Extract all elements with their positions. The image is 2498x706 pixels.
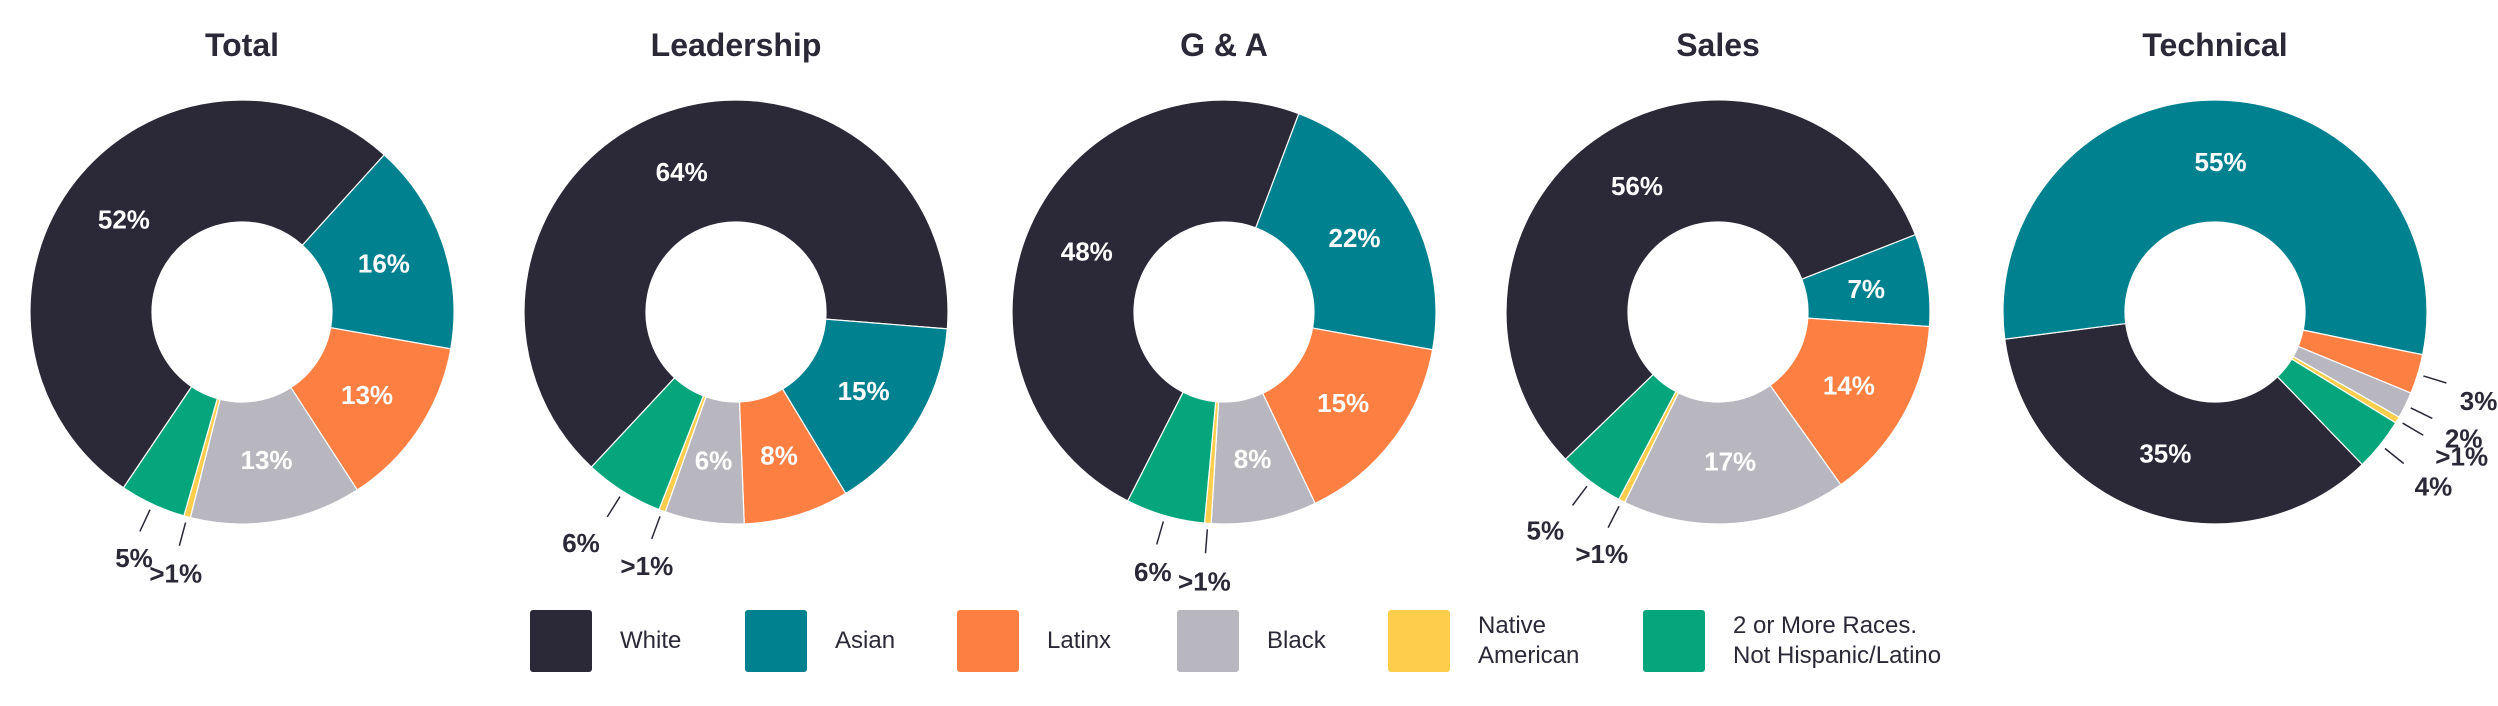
donut-charts: Total52%16%13%13%>1%5%Leadership64%15%8%… [29, 27, 2498, 596]
leader-line-technical-native-american [2402, 422, 2424, 436]
data-label-leadership-black: 6% [695, 445, 733, 475]
data-label-total-native-american: >1% [149, 558, 202, 588]
slice-technical-white [2004, 322, 2364, 525]
donut-sales: Sales 56% 7% 14% 17% >1% 5% [1505, 27, 1931, 569]
leader-line-leadership-two-or-more-races [606, 496, 621, 518]
data-label-total-black: 13% [241, 445, 293, 475]
data-label-sales-white: 56% [1611, 171, 1663, 201]
chart-title-total: Total [205, 27, 279, 63]
data-label-leadership-asian: 15% [838, 376, 890, 406]
slice-total-asian [301, 153, 455, 350]
leader-line-total-two-or-more-races [139, 509, 151, 532]
leader-line-total-native-american [178, 522, 187, 546]
leader-line-g-and-a-native-american [1204, 529, 1209, 554]
leader-line-g-and-a-two-or-more-races [1155, 521, 1165, 545]
data-label-sales-latinx: 14% [1823, 370, 1875, 400]
legend-item-two-or-more-races: 2 or More Races. Not Hispanic/Latino [1643, 610, 1941, 672]
leader-line-sales-native-american [1607, 505, 1620, 528]
legend-label-two-or-more-races: 2 or More Races. Not Hispanic/Latino [1733, 612, 1942, 669]
slice-g-and-a-white [1011, 99, 1300, 502]
chart-title-g-and-a: G & A [1180, 27, 1268, 63]
data-label-leadership-two-or-more-races: 6% [562, 528, 600, 558]
data-label-g-and-a-white: 48% [1061, 236, 1113, 266]
data-label-sales-asian: 7% [1847, 274, 1885, 304]
data-label-total-white: 52% [98, 205, 150, 235]
data-label-g-and-a-asian: 22% [1328, 223, 1380, 253]
data-label-technical-black: 2% [2445, 424, 2483, 454]
legend-swatch-white [530, 610, 592, 672]
data-label-technical-latinx: 3% [2460, 386, 2498, 416]
leader-line-sales-two-or-more-races [1571, 485, 1588, 506]
leader-line-technical-latinx [2423, 375, 2447, 384]
data-label-technical-asian: 55% [2195, 147, 2247, 177]
slice-leadership-two-or-more-races [590, 376, 705, 511]
slice-g-and-a-latinx [1261, 327, 1434, 505]
slice-technical-asian [2002, 99, 2428, 356]
data-label-g-and-a-latinx: 15% [1317, 388, 1369, 418]
legend: White Asian Latinx Black Native American… [0, 610, 2498, 686]
data-label-sales-native-american: >1% [1575, 539, 1628, 569]
data-label-g-and-a-two-or-more-races: 6% [1134, 557, 1172, 587]
data-label-sales-two-or-more-races: 5% [1527, 516, 1565, 546]
data-label-total-latinx: 13% [341, 380, 393, 410]
data-label-g-and-a-black: 8% [1234, 444, 1272, 474]
slice-sales-white [1505, 99, 1917, 461]
slice-sales-black [1623, 384, 1842, 525]
slice-total-two-or-more-races [122, 385, 219, 517]
donut-leadership: Leadership 64% 15% 8% 6% >1% 6% [523, 27, 949, 581]
legend-item-native-american: Native American [1388, 610, 1579, 672]
chart-title-technical: Technical [2142, 27, 2287, 63]
data-label-total-two-or-more-races: 5% [115, 543, 153, 573]
legend-swatch-asian [745, 610, 807, 672]
data-label-g-and-a-native-american: >1% [1178, 566, 1231, 596]
slice-leadership-asian [781, 318, 948, 495]
legend-label-black: Black [1267, 627, 1326, 654]
legend-item-black: Black [1177, 610, 1326, 672]
slice-g-and-a-two-or-more-races [1126, 391, 1217, 524]
leader-line-technical-two-or-more-races [2384, 447, 2405, 465]
data-label-leadership-white: 64% [656, 157, 708, 187]
slice-g-and-a-asian [1254, 112, 1437, 351]
data-label-total-asian: 16% [358, 248, 410, 278]
data-label-technical-white: 35% [2139, 439, 2191, 469]
legend-item-white: White [530, 610, 681, 672]
slice-leadership-white [523, 99, 949, 468]
data-label-leadership-latinx: 8% [760, 441, 798, 471]
slice-total-latinx [290, 326, 452, 491]
legend-label-white: White [620, 627, 682, 654]
data-label-technical-two-or-more-races: 4% [2415, 471, 2453, 501]
slice-total-white [29, 99, 386, 489]
legend-swatch-black [1177, 610, 1239, 672]
legend-label-native-american: Native American [1478, 612, 1580, 669]
data-label-technical-native-american: >1% [2435, 441, 2488, 471]
data-label-sales-black: 17% [1704, 447, 1756, 477]
slice-sales-two-or-more-races [1564, 373, 1677, 501]
legend-label-latinx: Latinx [1047, 627, 1112, 654]
leader-line-technical-black [2410, 407, 2433, 420]
slice-total-black [189, 386, 359, 525]
chart-title-leadership: Leadership [651, 27, 822, 63]
legend-swatch-latinx [957, 610, 1019, 672]
legend-item-latinx: Latinx [957, 610, 1111, 672]
legend-item-asian: Asian [745, 610, 895, 672]
donut-total: Total 52% 16% 13% 13% >1%5% [29, 27, 455, 588]
chart-title-sales: Sales [1676, 27, 1760, 63]
leader-line-leadership-native-american [650, 516, 661, 540]
donut-technical: Technical 35% 55% 3% 2%>1%4% [2002, 27, 2498, 525]
slice-technical-two-or-more-races [2276, 358, 2397, 466]
data-label-leadership-native-american: >1% [620, 551, 673, 581]
legend-swatch-two-or-more-races [1643, 610, 1705, 672]
donut-g-and-a: G & A 48% 22% 15% 8% >1%6% [1011, 27, 1437, 596]
slice-sales-latinx [1769, 317, 1931, 486]
legend-label-asian: Asian [835, 627, 896, 654]
legend-swatch-native-american [1388, 610, 1450, 672]
